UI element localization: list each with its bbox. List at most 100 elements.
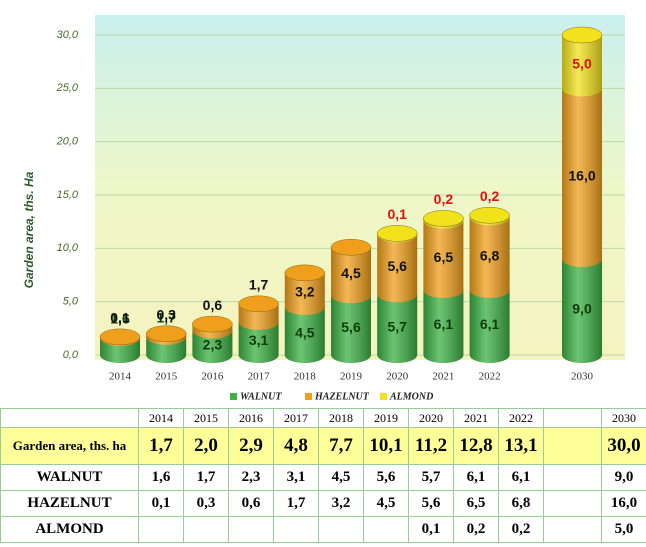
- bar-segment: [377, 286, 418, 363]
- cylinder-shade: [284, 307, 325, 363]
- x-tick-label: 2019: [340, 371, 363, 383]
- table-cell: 0,1: [138, 490, 184, 517]
- table-cell: 6,8: [498, 490, 544, 517]
- cylinder-shade: [562, 88, 602, 267]
- data-label: 6,1: [480, 316, 500, 332]
- bar-segment: [145, 325, 187, 345]
- y-tick-label: 10,0: [57, 242, 79, 254]
- x-tick-label: 2015: [155, 371, 178, 383]
- x-tick-label: 2021: [432, 371, 454, 383]
- data-label: 3,1: [249, 332, 269, 348]
- table-cell: 5,7: [408, 464, 454, 491]
- x-tick-label: 2020: [386, 371, 409, 383]
- y-tick-label: 30,0: [57, 29, 79, 41]
- y-tick-label: 5,0: [63, 296, 79, 308]
- table-cell: [0, 408, 139, 428]
- table-cell: [543, 490, 602, 517]
- cylinder-shade: [423, 220, 464, 298]
- table-cell: 2019: [363, 408, 409, 428]
- table-cell: Garden area, ths. ha: [0, 427, 139, 465]
- table-cell: 1,6: [138, 464, 184, 491]
- table-cell: 4,8: [273, 427, 319, 465]
- data-label: 2,3: [203, 336, 223, 352]
- table-cell: ALMOND: [0, 516, 139, 543]
- table-cell: 2017: [273, 408, 319, 428]
- table-cell: 0,1: [408, 516, 454, 543]
- bar-segment: [99, 328, 141, 346]
- table-cell: 0,3: [183, 490, 229, 517]
- table-cell: [543, 516, 602, 543]
- cylinder-shade: [469, 289, 510, 363]
- data-label: 0,2: [434, 191, 454, 207]
- data-label: 5,7: [387, 318, 407, 334]
- data-label: 6,8: [480, 247, 500, 263]
- data-label: 0,2: [480, 188, 500, 204]
- table-cell: 0,2: [498, 516, 544, 543]
- data-label: 0,6: [203, 297, 223, 313]
- bar-segment: [423, 210, 464, 229]
- table-cell: 4,5: [318, 464, 364, 491]
- table-cell: 5,6: [363, 464, 409, 491]
- x-tick-label: 2014: [109, 371, 132, 383]
- table-cell: 2022: [498, 408, 544, 428]
- table-header: 2014 2015 2016 2017 2018 2019 2020 2021 2022 2030: [0, 408, 646, 428]
- cylinder-cap: [423, 210, 464, 227]
- bar-segment: [192, 315, 233, 339]
- table-cell: 6,1: [498, 464, 544, 491]
- data-table: 2014 2015 2016 2017 2018 2019 2020 2021 2022 2030…: [0, 408, 646, 543]
- x-tick-label: 2016: [201, 371, 224, 383]
- cylinder-cap: [376, 225, 418, 242]
- cylinder-cap: [192, 315, 233, 333]
- data-label: 6,5: [434, 249, 454, 265]
- legend-swatch: [305, 393, 312, 400]
- cylinder-shade: [377, 234, 418, 303]
- table-cell: 2021: [453, 408, 499, 428]
- y-tick-label: 20,0: [56, 136, 79, 148]
- table-cell: [543, 427, 602, 465]
- data-label: 4,5: [341, 265, 361, 281]
- y-tick-label: 15,0: [57, 189, 79, 201]
- table-cell: 1,7: [138, 427, 184, 465]
- y-tick-label: 25,0: [56, 82, 79, 94]
- data-label: 1,7: [156, 310, 176, 326]
- x-tick-label: 2022: [479, 371, 501, 383]
- x-tick-label: 2018: [294, 371, 317, 383]
- data-label: 9,0: [572, 301, 592, 317]
- table-cell: 4,5: [363, 490, 409, 517]
- table-cell: 9,0: [601, 464, 646, 491]
- legend-swatch: [380, 393, 387, 400]
- y-tick-label: 0,0: [63, 349, 79, 361]
- table-cell: 16,0: [601, 490, 646, 517]
- table-cell: 10,1: [363, 427, 409, 465]
- table-row: WALNUT 1,6 1,7 2,3 3,1 4,5 5,6 5,7 6,1 6,1 9,0: [0, 464, 646, 491]
- table-cell: HAZELNUT: [0, 490, 139, 517]
- table-cell: 6,1: [453, 464, 499, 491]
- data-label: 5,6: [341, 319, 361, 335]
- table-cell: 2,9: [228, 427, 274, 465]
- cylinder-shade: [562, 259, 602, 363]
- table-cell: 0,6: [228, 490, 274, 517]
- table-cell: [138, 516, 184, 543]
- data-label: 0,1: [387, 206, 407, 222]
- bar-segment: [284, 264, 326, 315]
- cylinder-shade: [469, 217, 510, 298]
- data-label: 1,6: [110, 311, 130, 327]
- table-cell: 2,3: [228, 464, 274, 491]
- x-tick-label: 2017: [248, 371, 271, 383]
- legend-swatch: [230, 393, 237, 400]
- bar-segment: [469, 207, 510, 226]
- cylinder-shade: [331, 247, 371, 304]
- table-cell: 2014: [138, 408, 184, 428]
- legend-label: ALMOND: [389, 391, 433, 402]
- cylinder-shade: [562, 35, 602, 97]
- cylinder-cap: [561, 26, 603, 44]
- data-label: 0,1: [110, 310, 130, 326]
- cylinder-shade: [284, 272, 325, 315]
- cylinder-shade: [377, 294, 418, 363]
- data-label: 16,0: [568, 167, 595, 183]
- table-cell: 7,7: [318, 427, 364, 465]
- table-row: Garden area, ths. ha 1,7 2,0 2,9 4,8 7,7 10,1 1…: [0, 427, 646, 465]
- table-cell: 2020: [408, 408, 454, 428]
- data-label: 5,6: [387, 258, 407, 274]
- cylinder-shade: [238, 321, 279, 363]
